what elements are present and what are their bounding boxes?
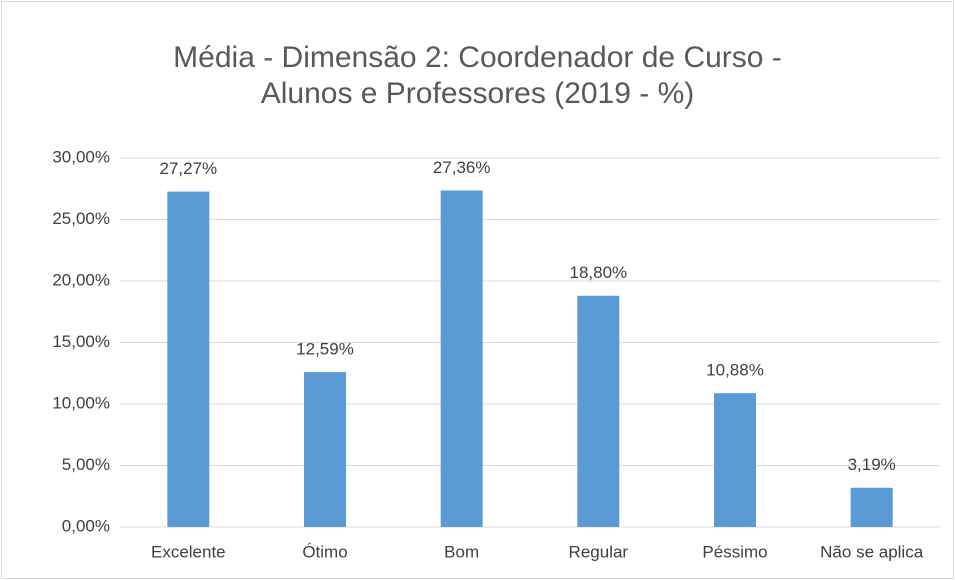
x-tick-label: Excelente — [151, 542, 226, 561]
bar — [304, 372, 346, 527]
data-label: 27,36% — [433, 158, 491, 177]
chart-title: Média - Dimensão 2: Coordenador de Curso… — [173, 41, 782, 110]
y-tick-label: 5,00% — [62, 455, 110, 474]
y-tick-label: 15,00% — [52, 332, 110, 351]
y-tick-label: 30,00% — [52, 147, 110, 166]
bar — [714, 393, 756, 527]
bar — [440, 190, 483, 528]
x-tick-label: Ótimo — [302, 542, 347, 561]
x-tick-label: Péssimo — [702, 542, 767, 561]
data-label: 10,88% — [706, 361, 764, 380]
bar — [577, 295, 620, 527]
y-tick-label: 0,00% — [62, 516, 110, 535]
x-tick-label: Regular — [569, 542, 629, 561]
y-tick-label: 20,00% — [52, 270, 110, 289]
y-tick-label: 10,00% — [52, 393, 110, 412]
data-label: 27,27% — [159, 159, 217, 178]
bar — [167, 191, 210, 528]
x-tick-label: Não se aplica — [820, 542, 924, 561]
data-label: 3,19% — [848, 455, 896, 474]
bar — [850, 487, 893, 527]
x-tick-label: Bom — [444, 542, 479, 561]
y-tick-label: 25,00% — [52, 209, 110, 228]
data-label: 18,80% — [569, 263, 627, 282]
data-label: 12,59% — [296, 340, 354, 359]
